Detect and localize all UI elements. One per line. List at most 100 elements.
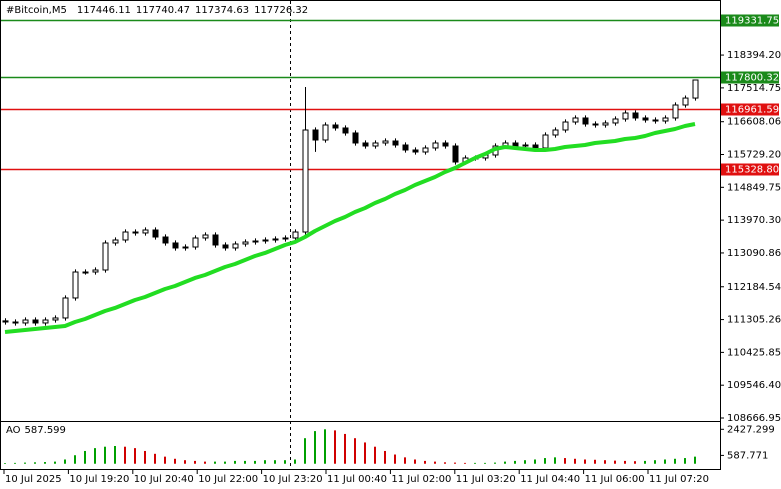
title-row: #Bitcoin,M5 117446.11 117740.47 117374.63 1… <box>6 5 308 16</box>
ao-bar <box>154 453 156 464</box>
ao-bar <box>354 438 356 464</box>
quote-value: 117374.63 <box>195 5 249 16</box>
ao-bar <box>374 446 376 464</box>
x-tick-label: 10 Jul 2025 <box>5 474 62 485</box>
candle-body <box>42 319 49 324</box>
candle-body <box>212 234 219 246</box>
x-tick-label: 11 Jul 04:40 <box>520 474 580 485</box>
ao-bar <box>454 462 456 464</box>
ao-bar <box>404 457 406 464</box>
candle-body <box>92 269 99 273</box>
candle-body <box>52 317 59 321</box>
candle-body <box>2 320 9 323</box>
candle-body <box>622 112 629 120</box>
ao-bar <box>184 460 186 464</box>
ao-bar <box>604 460 606 464</box>
ao-bar <box>544 458 546 464</box>
candle-body <box>132 231 139 234</box>
candle-body <box>682 97 689 106</box>
ao-bar <box>614 460 616 464</box>
candle-body <box>412 149 419 153</box>
y-tick-label: 109546.40 <box>727 380 781 391</box>
ao-bar <box>584 459 586 464</box>
y-tick-label: 115729.20 <box>727 150 781 161</box>
candle-body <box>672 104 679 119</box>
ao-bar <box>284 460 286 464</box>
candle-body <box>262 239 269 242</box>
ao-bar <box>174 458 176 464</box>
candle-body <box>392 140 399 146</box>
level-tag <box>721 103 779 116</box>
ao-bar <box>14 462 16 464</box>
y-tick-label: 111305.26 <box>727 315 781 326</box>
ao-bar <box>4 463 6 464</box>
quote-value: 117446.11 <box>77 5 131 16</box>
ao-tick-label: 587.771 <box>727 450 768 461</box>
candle-body <box>272 238 279 241</box>
candle-body <box>32 319 39 324</box>
ao-bar <box>434 461 436 464</box>
ao-bar <box>654 460 656 464</box>
ao-bar <box>424 460 426 464</box>
y-tick-label: 118394.20 <box>727 50 781 61</box>
level-tag <box>721 14 779 27</box>
ao-bar <box>464 462 466 464</box>
ao-bar <box>124 446 126 464</box>
ao-bar <box>194 460 196 464</box>
x-tick-label: 10 Jul 20:40 <box>134 474 194 485</box>
candle-body <box>522 144 529 147</box>
ao-bar <box>34 462 36 464</box>
ao-bar <box>214 461 216 464</box>
y-tick-label: 116608.06 <box>727 117 781 128</box>
candle-body <box>692 79 699 99</box>
level-tag <box>721 163 779 176</box>
candle-body <box>632 112 639 119</box>
ao-title: AO <box>6 425 21 436</box>
candle-body <box>142 229 149 234</box>
candle-body <box>352 132 359 144</box>
ao-bar <box>484 462 486 464</box>
y-tick-label: 112184.54 <box>727 282 781 293</box>
ao-bar <box>54 461 56 464</box>
ao-bar <box>694 456 696 464</box>
ao-panel <box>0 421 721 470</box>
ao-bar <box>674 458 676 464</box>
x-tick-label: 11 Jul 00:40 <box>327 474 387 485</box>
ao-bar <box>74 455 76 464</box>
ao-bar <box>84 450 86 464</box>
ao-bar <box>474 462 476 464</box>
ao-bar <box>574 458 576 464</box>
ao-bar <box>204 461 206 464</box>
ao-bar <box>684 458 686 464</box>
quote-value: 117726.32 <box>254 5 308 16</box>
candle-body <box>12 321 19 324</box>
candle-body <box>332 124 339 129</box>
level-label: 116961.59 <box>725 105 779 116</box>
ao-bar <box>564 458 566 464</box>
ao-bar <box>514 460 516 464</box>
candle-body <box>62 297 69 319</box>
ao-bar <box>274 460 276 464</box>
level-label: 115328.80 <box>725 165 779 176</box>
candle-body <box>242 241 249 245</box>
ao-bar <box>534 459 536 464</box>
candle-body <box>372 142 379 147</box>
candle-body <box>582 117 589 125</box>
ao-bar <box>594 459 596 464</box>
candle-body <box>182 246 189 249</box>
candle-body <box>602 122 609 126</box>
candle-body <box>322 124 329 141</box>
ao-bar <box>254 460 256 464</box>
y-tick-label: 113090.86 <box>727 248 781 259</box>
ao-bar <box>344 433 346 464</box>
ao-bar <box>664 459 666 464</box>
ao-bar <box>444 462 446 464</box>
chart-title: #Bitcoin,M5 <box>6 5 67 16</box>
candle-body <box>512 142 519 147</box>
ao-bar <box>64 459 66 464</box>
ao-bar <box>384 450 386 464</box>
ao-bar <box>324 429 326 464</box>
y-tick-label: 113970.30 <box>727 215 781 226</box>
candle-body <box>422 147 429 153</box>
